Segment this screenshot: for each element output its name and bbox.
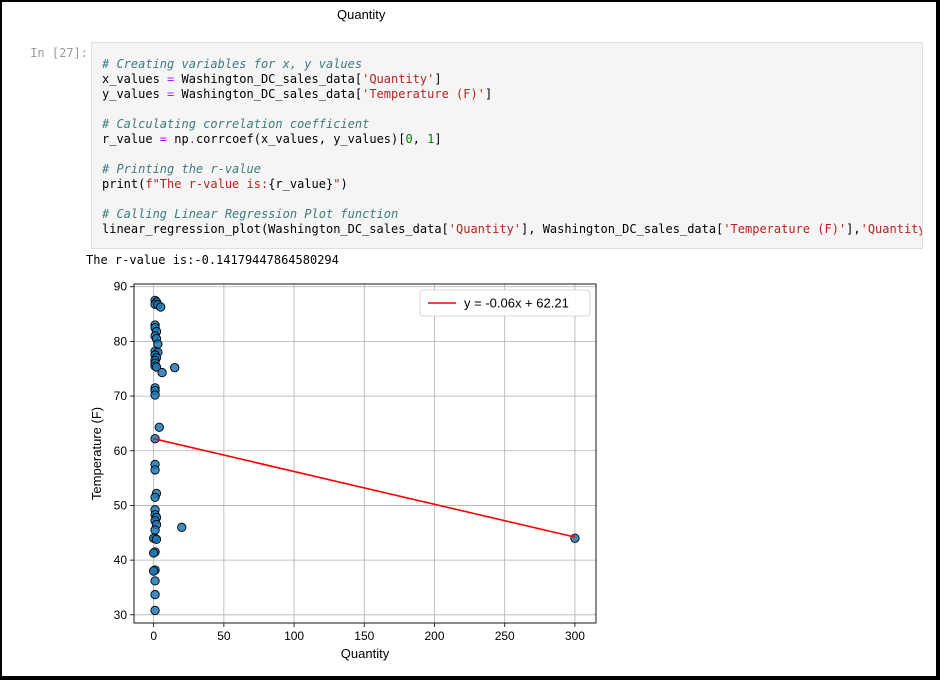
code-line: # Creating variables for x, y values	[102, 57, 922, 72]
code-token: Washington_DC_sales_data[	[174, 72, 363, 86]
code-line: r_value = np.corrcoef(x_values, y_values…	[102, 132, 922, 147]
code-token: corrcoef(x_values, y_values)[	[195, 132, 406, 146]
data-point	[177, 522, 187, 532]
code-token: ,	[412, 132, 428, 146]
data-point	[150, 465, 160, 475]
code-token: linear_regression_plot(Washington_DC_sal…	[102, 222, 449, 236]
y-axis-label: Temperature (F)	[89, 407, 104, 500]
code-token: )	[340, 177, 348, 191]
code-line: x_values = Washington_DC_sales_data['Qua…	[102, 72, 922, 87]
legend-box	[419, 289, 591, 317]
code-token: ],	[846, 222, 861, 236]
x-tick-label: 50	[217, 629, 231, 643]
data-point	[150, 492, 160, 502]
code-token: {r_value}	[268, 177, 334, 191]
code-line	[102, 192, 922, 207]
y-tick-label: 90	[114, 280, 128, 294]
code-token: =	[167, 87, 175, 101]
regression-scatter-plot: 0 50 100 150 200 250 300 30 40 50 60 70 80 90 Quantity…	[89, 280, 597, 661]
data-point	[151, 362, 162, 372]
code-token: # Printing the r-value	[102, 162, 261, 176]
x-tick-label: 100	[284, 629, 304, 643]
x-tick-label: 300	[565, 629, 585, 643]
y-tick-label: 60	[114, 444, 128, 458]
x-tick-label: 250	[495, 629, 515, 643]
code-line: # Calculating correlation coefficient	[102, 117, 922, 132]
code-token: ]	[434, 72, 442, 86]
y-tick-label: 40	[114, 553, 128, 567]
code-token: 'Temperature (F)'	[362, 87, 485, 101]
data-point	[150, 605, 160, 616]
data-point	[151, 534, 162, 544]
code-token: # Creating variables for x, y values	[102, 57, 363, 71]
data-point	[150, 390, 160, 400]
code-token: 1	[427, 132, 435, 146]
code-token: Washington_DC_sales_data[	[174, 87, 363, 101]
data-point	[150, 525, 160, 535]
data-point	[150, 589, 160, 600]
x-tick-label: 150	[354, 629, 374, 643]
code-line	[102, 147, 922, 162]
data-point	[149, 548, 159, 558]
code-token: ]	[434, 132, 442, 146]
y-tick-label: 50	[114, 498, 128, 512]
cell-output-text: The r-value is:-0.14179447864580294	[86, 253, 339, 267]
code-token: 0	[405, 132, 413, 146]
code-token: 'Quantity'	[362, 72, 435, 86]
plot-area	[134, 284, 596, 623]
x-tick-label: 200	[424, 629, 444, 643]
data-point	[157, 367, 167, 378]
code-line: # Printing the r-value	[102, 162, 922, 177]
data-point	[156, 302, 166, 312]
code-token: 'Temperature (F)'	[723, 222, 847, 236]
code-token: "	[333, 177, 341, 191]
data-point	[150, 576, 160, 586]
code-token: x_values	[102, 72, 168, 86]
code-cell[interactable]: # Creating variables for x, y values x_va…	[91, 42, 923, 249]
x-tick-label: 0	[150, 629, 157, 643]
code-token: np	[167, 132, 189, 146]
code-editor[interactable]: # Creating variables for x, y values x_va…	[92, 43, 922, 237]
code-token: 'Quantity'	[448, 222, 522, 236]
code-token: # Calling Linear Regression Plot functio…	[102, 207, 399, 221]
code-token: =	[167, 72, 175, 86]
previous-plot-xlabel: Quantity	[337, 7, 386, 22]
code-token: ], Washington_DC_sales_data[	[521, 222, 724, 236]
y-tick-label: 80	[114, 334, 128, 348]
x-axis-label: Quantity	[341, 646, 390, 661]
data-point	[149, 566, 159, 576]
cell-prompt: In [27]:	[30, 46, 88, 60]
code-token: =	[159, 132, 168, 146]
code-token: 'Quantity'	[860, 222, 922, 236]
y-tick-label: 70	[114, 389, 128, 403]
code-token: .	[188, 132, 196, 146]
code-token: # Calculating correlation coefficient	[102, 117, 370, 131]
regression-line	[153, 437, 576, 538]
plot-frame	[133, 283, 597, 624]
code-line: linear_regression_plot(Washington_DC_sal…	[102, 222, 922, 237]
code-line	[102, 102, 922, 117]
data-point	[154, 422, 164, 432]
data-point	[570, 533, 580, 543]
code-token: y_values	[102, 87, 168, 101]
code-token: print(	[102, 177, 146, 191]
code-token: r_value	[102, 132, 160, 146]
code-line: print(f"The r-value is:{r_value}")	[102, 177, 922, 192]
code-token: f"The r-value is:	[145, 177, 269, 191]
code-line: y_values = Washington_DC_sales_data['Tem…	[102, 87, 922, 102]
y-tick-label: 30	[114, 608, 128, 622]
legend-label: y = -0.06x + 62.21	[464, 296, 569, 311]
code-token: ]	[484, 87, 493, 101]
data-point	[170, 363, 180, 373]
code-line: # Calling Linear Regression Plot functio…	[102, 207, 922, 222]
